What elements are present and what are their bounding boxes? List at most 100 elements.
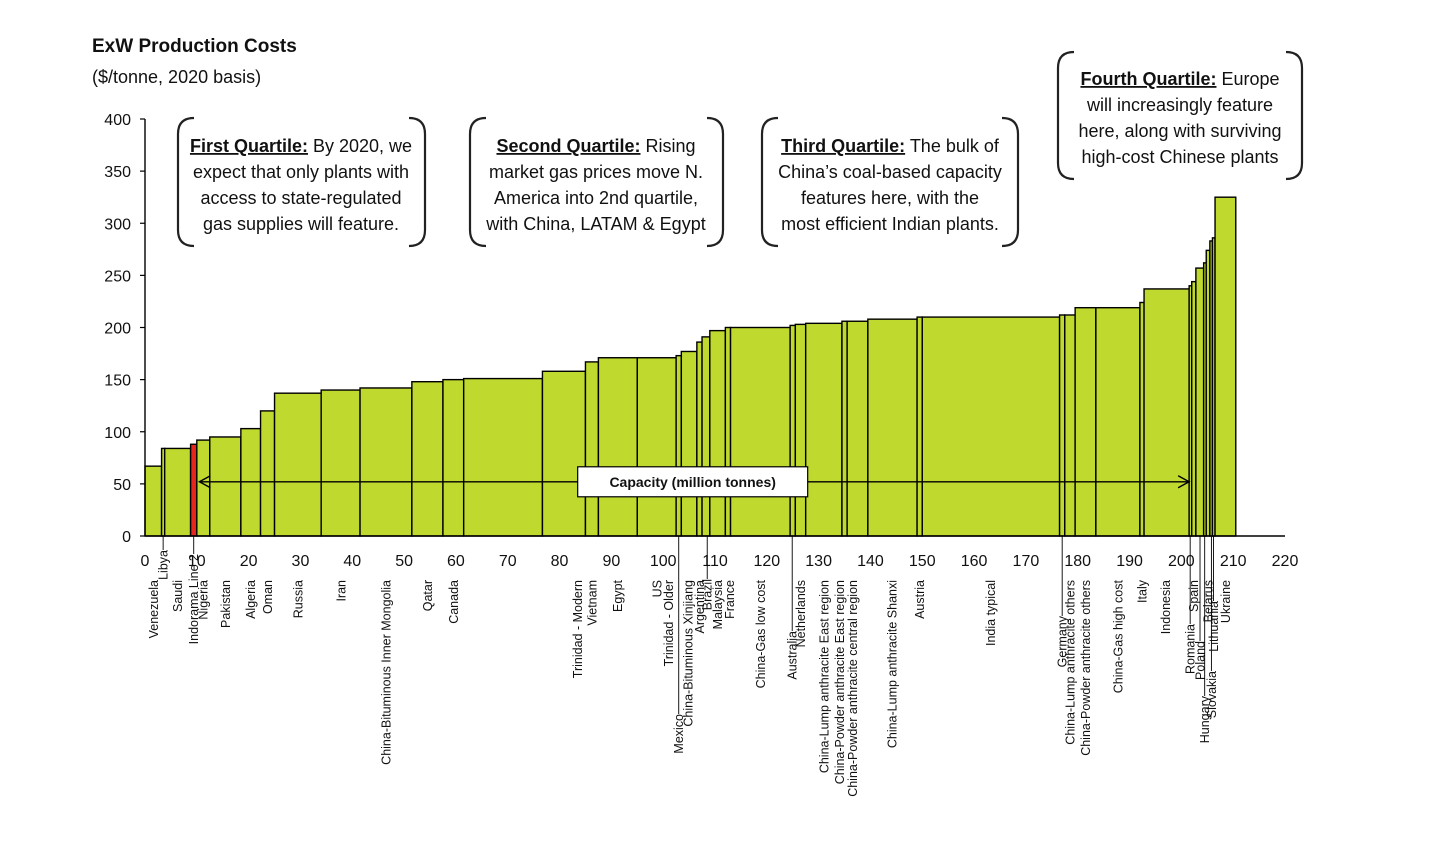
x-tick-label: 190 xyxy=(1116,553,1143,570)
bar-argentina xyxy=(696,341,703,537)
category-label-libya: Libya xyxy=(157,550,171,580)
right-bracket xyxy=(1001,116,1020,248)
first-quartile-line-4: gas supplies will feature. xyxy=(203,214,399,234)
category-label-nigeria: Nigeria xyxy=(197,580,211,620)
category-label-indorama-line-2: Indorama Line 2 xyxy=(187,554,201,644)
fourth-quartile-line-2: will increasingly feature xyxy=(1086,95,1273,115)
x-tick-label: 40 xyxy=(343,553,361,570)
second-quartile-line-1: Second Quartile: Rising xyxy=(496,136,695,156)
first-quartile-heading: First Quartile: xyxy=(190,136,308,156)
bar-pakistan xyxy=(209,436,242,537)
x-tick-label: 220 xyxy=(1272,553,1299,570)
category-label-qatar: Qatar xyxy=(421,580,435,611)
bar-china-powder-anthracite-others xyxy=(1074,306,1097,537)
category-label-china-powder-anthracite-central-region: China-Powder anthracite central region xyxy=(846,580,860,797)
bar-brazil xyxy=(701,336,711,537)
right-bracket xyxy=(1285,50,1304,181)
category-label-france: France xyxy=(723,580,737,619)
category-label-lithuania: Lithuania xyxy=(1207,601,1221,652)
bar-mexico xyxy=(675,354,683,537)
bar-china-powder-anthracite-east-region xyxy=(841,320,848,537)
category-label-us: US xyxy=(650,580,664,597)
category-label-oman: Oman xyxy=(261,580,275,614)
category-label-china-bituminous-xinjiang: China-Bituminous Xinjiang xyxy=(682,580,696,727)
category-label-china-lump-anthracite-east-region: China-Lump anthracite East region xyxy=(817,580,831,773)
chart-title: ExW Production Costs xyxy=(92,36,297,57)
bar-austria xyxy=(916,316,923,537)
second-quartile-annotation: Second Quartile: Rising market gas prices… xyxy=(468,116,725,248)
bar-qatar xyxy=(411,381,444,537)
first-quartile-annotation: First Quartile: By 2020, we expect that o… xyxy=(176,116,427,248)
category-label-spain: Spain xyxy=(1187,580,1201,612)
bar-oman xyxy=(259,410,276,537)
y-tick-label: 150 xyxy=(104,373,131,390)
bar-egypt xyxy=(584,361,600,537)
y-tick-label: 50 xyxy=(113,477,131,494)
y-tick-label: 100 xyxy=(104,425,131,442)
category-label-china-gas-low-cost: China-Gas low cost xyxy=(754,579,768,688)
bar-venezuela xyxy=(144,465,163,537)
x-tick-label: 70 xyxy=(499,553,517,570)
fourth-quartile-heading: Fourth Quartile: xyxy=(1080,69,1216,89)
bars-layer xyxy=(144,196,1237,537)
right-bracket xyxy=(706,116,725,248)
category-label-china-lump-anthracite-others: China-Lump anthracite others xyxy=(1063,580,1077,745)
category-label-russia: Russia xyxy=(291,580,305,618)
second-quartile-heading: Second Quartile: xyxy=(496,136,640,156)
fourth-quartile-annotation: Fourth Quartile: Europe will increasingly… xyxy=(1056,50,1304,181)
bar-trinidad-modern xyxy=(462,377,544,537)
bar-germany xyxy=(1058,314,1066,537)
arrow-left-icon xyxy=(197,475,211,489)
x-tick-label: 210 xyxy=(1220,553,1247,570)
category-label-india-typical: India typical xyxy=(984,580,998,646)
axes-layer: 0 50 100 150 200 250 300 350 400 0 10 20 30 40 50 60 70 8… xyxy=(104,112,1298,570)
x-tick-label: 200 xyxy=(1168,553,1195,570)
bar-trinidad-older xyxy=(636,357,677,537)
x-tick-label: 30 xyxy=(292,553,310,570)
category-label-trinidad-modern: Trinidad - Modern xyxy=(571,580,585,678)
category-label-canada: Canada xyxy=(447,580,461,624)
x-tick-label: 20 xyxy=(240,553,258,570)
y-tick-label: 250 xyxy=(104,268,131,285)
quartile-annotations-layer: First Quartile: By 2020, we expect that o… xyxy=(176,50,1304,248)
bar-ukraine xyxy=(1214,196,1237,537)
category-label-china-bituminous-inner-mongolia: China-Bituminous Inner Mongolia xyxy=(379,580,393,765)
fourth-quartile-line-3: here, along with surviving xyxy=(1078,121,1281,141)
category-label-indonesia: Indonesia xyxy=(1159,580,1173,634)
bar-china-lump-anthracite-east-region xyxy=(804,322,843,537)
first-quartile-line-2: expect that only plants with xyxy=(193,162,409,182)
bar-india-typical xyxy=(921,316,1061,537)
bar-poland xyxy=(1195,267,1205,537)
left-bracket xyxy=(468,116,487,248)
category-label-poland: Poland xyxy=(1194,641,1208,680)
category-label-slovakia: Slovakia xyxy=(1205,671,1219,718)
x-tick-label: 90 xyxy=(602,553,620,570)
third-quartile-line-1: Third Quartile: The bulk of xyxy=(781,136,1000,156)
third-quartile-heading: Third Quartile: xyxy=(781,136,905,156)
category-label-iran: Iran xyxy=(334,580,348,602)
left-bracket xyxy=(176,116,195,248)
category-label-austria: Austria xyxy=(913,580,927,619)
x-tick-label: 10 xyxy=(188,553,206,570)
category-label-algeria: Algeria xyxy=(244,580,258,619)
category-label-argentina: Argentina xyxy=(693,580,707,634)
category-label-mexico: Mexico xyxy=(672,714,686,754)
category-label-pakistan: Pakistan xyxy=(219,580,233,628)
first-quartile-line-1: First Quartile: By 2020, we xyxy=(190,136,412,156)
second-quartile-line-2: market gas prices move N. xyxy=(489,162,703,182)
category-label-china-gas-high-cost: China-Gas high cost xyxy=(1112,579,1126,693)
bar-china-gas-high-cost xyxy=(1095,306,1141,537)
category-label-china-powder-anthracite-others: China-Powder anthracite others xyxy=(1079,580,1093,756)
bar-indonesia xyxy=(1143,288,1190,537)
x-tick-label: 50 xyxy=(395,553,413,570)
x-tick-label: 100 xyxy=(650,553,677,570)
x-tick-label: 0 xyxy=(141,553,150,570)
capacity-label: Capacity (million tonnes) xyxy=(609,474,775,490)
bar-china-gas-low-cost xyxy=(729,326,791,537)
bar-china-lump-anthracite-shanxi xyxy=(867,318,918,537)
category-label-egypt: Egypt xyxy=(611,579,625,611)
third-quartile-line-4: most efficient Indian plants. xyxy=(781,214,999,234)
bar-saudi xyxy=(163,447,192,537)
